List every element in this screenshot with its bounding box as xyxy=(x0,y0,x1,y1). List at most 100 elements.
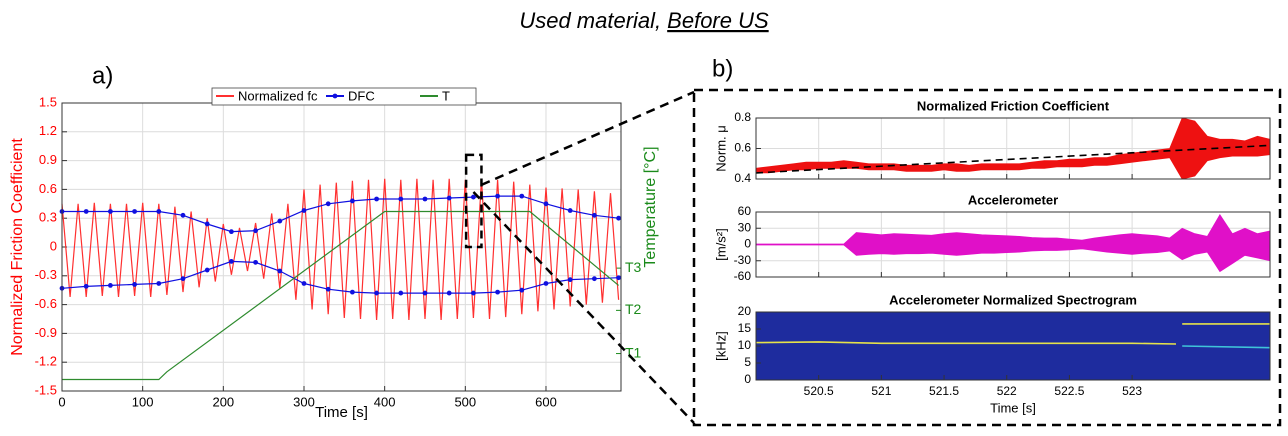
y-tick-label: 1.2 xyxy=(39,123,57,138)
series-marker xyxy=(107,209,113,214)
y-axis-label: [kHz] xyxy=(713,331,728,361)
series-marker xyxy=(132,209,137,214)
series-marker xyxy=(277,218,283,224)
series-marker xyxy=(591,276,597,282)
y-tick-label: 0 xyxy=(50,238,57,253)
y-axis-label: [m/s²] xyxy=(713,228,728,261)
x-tick-label: 522.5 xyxy=(1054,384,1084,398)
series-marker xyxy=(253,259,258,265)
x-tick-label: 600 xyxy=(535,394,557,409)
x-tick-label: 300 xyxy=(293,394,315,409)
y2-tick-label: T3 xyxy=(625,259,642,275)
series-marker xyxy=(519,287,525,293)
y-tick-label: 0.9 xyxy=(39,152,57,167)
x-tick-label: 0 xyxy=(58,394,65,409)
series-marker xyxy=(204,267,210,273)
series-marker xyxy=(616,215,621,221)
y-tick-label: 0.3 xyxy=(39,210,57,225)
y-tick-label: 30 xyxy=(738,220,752,234)
y-tick-label: -1.5 xyxy=(35,382,57,397)
plot-frame xyxy=(755,117,1271,180)
series-marker xyxy=(253,228,258,234)
x-axis-label: Time [s] xyxy=(990,400,1036,415)
subplot-title: Accelerometer xyxy=(968,192,1058,207)
series-marker xyxy=(156,209,162,214)
y-axis-label: Normalized Friction Coefficient xyxy=(9,138,26,356)
series-marker xyxy=(107,283,113,288)
zoom-panel-frame xyxy=(692,88,1282,427)
series-marker xyxy=(446,290,452,296)
plot-frame xyxy=(755,211,1271,278)
x-axis-label: Time [s] xyxy=(315,404,368,421)
series-marker xyxy=(180,276,186,282)
series-line xyxy=(755,144,1271,174)
series-line xyxy=(61,195,619,294)
subplot-title: Normalized Friction Coefficient xyxy=(917,98,1110,113)
x-tick-label: 400 xyxy=(374,394,396,409)
title-text: Used material, xyxy=(519,8,661,33)
plot-frame xyxy=(755,311,1271,381)
series-marker xyxy=(325,286,331,292)
y-tick-label: -30 xyxy=(734,253,752,267)
legend-label: DFC xyxy=(348,88,375,103)
zoom-connector xyxy=(472,191,695,424)
y-tick-label: 0.4 xyxy=(734,171,751,185)
series-marker xyxy=(567,277,573,283)
y-axis-label: Norm. μ xyxy=(713,125,728,172)
series-marker xyxy=(349,289,355,295)
x-tick-label: 523 xyxy=(1122,384,1142,398)
y-tick-label: -0.9 xyxy=(35,325,57,340)
series-marker xyxy=(277,268,283,274)
series-marker xyxy=(325,201,331,207)
series-marker xyxy=(495,289,500,295)
y-tick-label: -1.2 xyxy=(35,354,57,369)
series-marker xyxy=(180,212,186,218)
x-tick-label: 500 xyxy=(454,394,476,409)
legend-marker xyxy=(332,93,338,99)
y-tick-label: 0.6 xyxy=(39,181,57,196)
series-marker xyxy=(398,196,404,202)
series-marker xyxy=(132,282,137,287)
series-marker xyxy=(301,208,307,213)
series-marker xyxy=(470,290,476,296)
y-tick-label: 15 xyxy=(738,321,752,335)
series-marker xyxy=(374,196,379,202)
x-tick-label: 100 xyxy=(132,394,154,409)
y-tick-label: 20 xyxy=(738,304,752,318)
series-marker xyxy=(543,281,549,286)
series-marker xyxy=(204,221,210,227)
series-marker xyxy=(422,196,428,202)
y2-tick-label: T2 xyxy=(625,301,642,317)
series-marker xyxy=(567,208,573,213)
series-marker xyxy=(422,290,428,296)
series-marker xyxy=(349,198,355,204)
series-marker xyxy=(398,290,404,296)
y-tick-label: 60 xyxy=(738,204,752,218)
y-tick-label: 0.8 xyxy=(734,110,751,124)
series-marker xyxy=(519,193,525,199)
subplot-title: Accelerometer Normalized Spectrogram xyxy=(889,292,1137,307)
x-tick-label: 520.5 xyxy=(804,384,834,398)
x-tick-label: 522 xyxy=(997,384,1017,398)
series-marker xyxy=(616,275,621,281)
series-marker xyxy=(156,281,162,286)
series-line xyxy=(62,210,619,381)
title-underlined: Before US xyxy=(667,8,769,33)
x-tick-label: 200 xyxy=(212,394,234,409)
y2-axis-label: Temperature [°C] xyxy=(642,146,659,267)
y-tick-label: 0 xyxy=(744,372,751,386)
y-tick-label: 10 xyxy=(738,338,752,352)
x-tick-label: 521 xyxy=(871,384,891,398)
series-marker xyxy=(83,283,89,289)
series-marker xyxy=(495,193,500,199)
legend-label: T xyxy=(442,88,450,103)
zoom-box xyxy=(464,153,483,249)
y-tick-label: -0.3 xyxy=(35,267,57,282)
panel-label: a) xyxy=(92,62,113,89)
series-line xyxy=(61,178,620,321)
series-line xyxy=(1182,345,1271,349)
series-marker xyxy=(83,209,89,214)
series-marker xyxy=(470,194,476,200)
zoom-connector xyxy=(480,90,695,186)
